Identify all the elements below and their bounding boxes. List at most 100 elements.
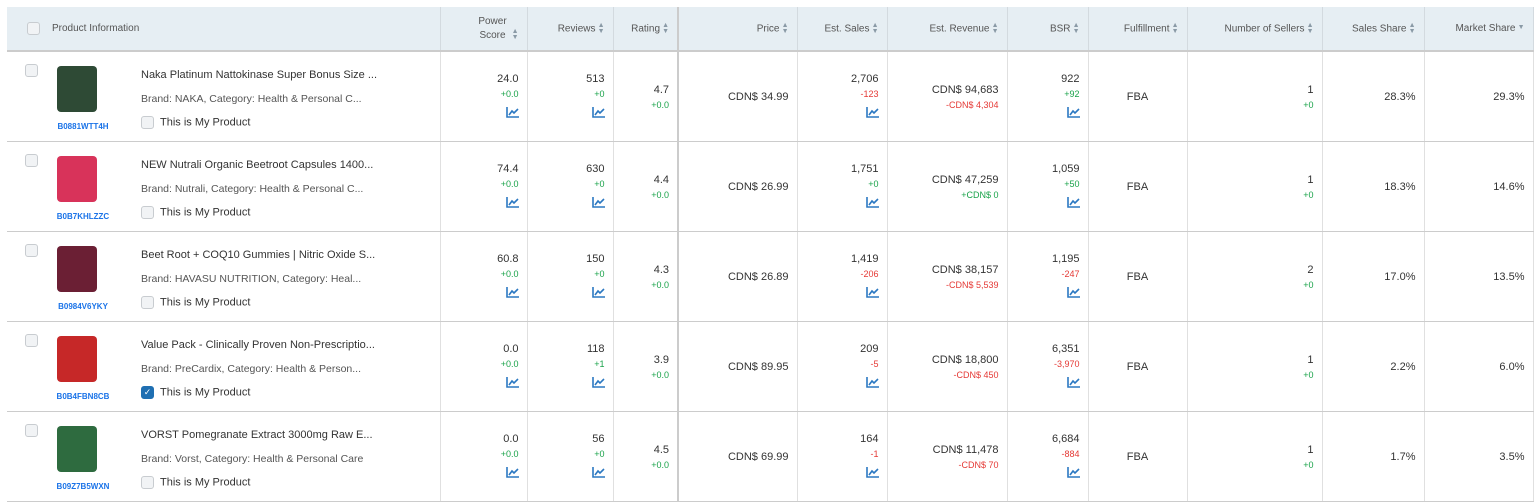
sort-icon[interactable]: ▲ ▼ <box>597 21 605 35</box>
product-title[interactable]: Beet Root + COQ10 Gummies | Nitric Oxide… <box>141 249 376 261</box>
trend-chart-icon[interactable] <box>865 286 879 301</box>
trend-chart-icon[interactable] <box>591 376 605 391</box>
reviews-delta: +1 <box>594 358 605 369</box>
sort-icon[interactable]: ▲ ▼ <box>1072 21 1080 35</box>
product-image[interactable] <box>57 246 97 292</box>
trend-chart-icon[interactable] <box>1066 196 1080 211</box>
header-sales-share[interactable]: Sales Share ▲ ▼ <box>1322 7 1425 52</box>
product-image[interactable] <box>57 156 97 202</box>
my-product-toggle[interactable]: ✓ This is My Product <box>141 386 250 399</box>
sales-value: 1,419 <box>850 252 879 265</box>
my-product-toggle[interactable]: This is My Product <box>141 476 250 489</box>
header-num-sellers[interactable]: Number of Sellers ▲ ▼ <box>1187 7 1323 52</box>
reviews-delta: +0 <box>594 178 605 189</box>
sort-icon[interactable]: ▲ ▼ <box>1306 21 1314 35</box>
trend-chart-icon[interactable] <box>505 286 519 301</box>
trend-chart-icon[interactable] <box>1066 106 1080 121</box>
header-label: Rating <box>631 23 660 35</box>
header-est-revenue[interactable]: Est. Revenue ▲ ▼ <box>887 7 1008 52</box>
trend-chart-icon[interactable] <box>1066 286 1080 301</box>
trend-chart-icon[interactable] <box>1066 376 1080 391</box>
rating-value: 4.7 <box>653 83 669 96</box>
product-image[interactable] <box>57 336 97 382</box>
trend-chart-icon[interactable] <box>591 286 605 301</box>
select-all-checkbox[interactable] <box>27 22 40 35</box>
asin-link[interactable]: B09Z7B5WXN <box>56 482 110 491</box>
asin-link[interactable]: B0B7KHLZZC <box>56 212 110 221</box>
sort-icon[interactable]: ▲ ▼ <box>1408 21 1416 35</box>
header-est-sales[interactable]: Est. Sales ▲ ▼ <box>797 7 888 52</box>
my-product-checkbox[interactable] <box>141 116 154 129</box>
sales-delta: -1 <box>870 448 879 459</box>
header-fulfillment[interactable]: Fulfillment ▲ ▼ <box>1088 7 1188 52</box>
power-value: 24.0 <box>497 72 519 85</box>
rating-value: 4.5 <box>653 443 669 456</box>
product-title[interactable]: NEW Nutrali Organic Beetroot Capsules 14… <box>141 159 374 171</box>
product-image[interactable] <box>57 426 97 472</box>
my-product-toggle[interactable]: This is My Product <box>141 116 250 129</box>
table-row: B0B7KHLZZC NEW Nutrali Organic Beetroot C… <box>7 141 1534 232</box>
trend-chart-icon[interactable] <box>505 196 519 211</box>
row-select-checkbox[interactable] <box>25 154 38 167</box>
header-reviews[interactable]: Reviews ▲ ▼ <box>527 7 614 52</box>
sort-icon[interactable]: ▲ ▼ <box>511 27 519 41</box>
bsr-value: 922 <box>1061 72 1080 85</box>
revenue-delta: -CDN$ 70 <box>958 459 999 470</box>
trend-chart-icon[interactable] <box>591 196 605 211</box>
asin-link[interactable]: B0881WTT4H <box>57 122 109 131</box>
my-product-checkbox[interactable] <box>141 476 154 489</box>
header-bsr[interactable]: BSR ▲ ▼ <box>1007 7 1089 52</box>
price-value: CDN$ 26.99 <box>727 180 789 193</box>
revenue-value: CDN$ 38,157 <box>931 263 999 276</box>
row-select-checkbox[interactable] <box>25 64 38 77</box>
sort-icon[interactable]: ▲ ▼ <box>781 21 789 35</box>
product-info-cell: B0B7KHLZZC NEW Nutrali Organic Beetroot C… <box>7 141 441 232</box>
product-title[interactable]: Naka Platinum Nattokinase Super Bonus Si… <box>141 69 378 81</box>
my-product-checkbox[interactable]: ✓ <box>141 386 154 399</box>
trend-chart-icon[interactable] <box>1066 466 1080 481</box>
my-product-toggle[interactable]: This is My Product <box>141 296 250 309</box>
market-share-value: 13.5% <box>1493 270 1525 283</box>
trend-chart-icon[interactable] <box>505 466 519 481</box>
row-select-checkbox[interactable] <box>25 334 38 347</box>
rating-value: 4.4 <box>653 173 669 186</box>
trend-chart-icon[interactable] <box>865 196 879 211</box>
product-image[interactable] <box>57 66 97 112</box>
trend-chart-icon[interactable] <box>865 466 879 481</box>
product-title[interactable]: VORST Pomegranate Extract 3000mg Raw E..… <box>141 429 373 441</box>
sort-icon[interactable]: ▲ ▼ <box>662 21 669 35</box>
sort-icon[interactable]: ▲ ▼ <box>991 21 999 35</box>
asin-link[interactable]: B0984V6YKY <box>58 302 108 311</box>
row-select-checkbox[interactable] <box>25 424 38 437</box>
bsr-value: 6,351 <box>1051 342 1080 355</box>
sort-icon[interactable]: ▲ ▼ <box>871 21 879 35</box>
sales-share-value: 2.2% <box>1390 360 1416 373</box>
product-title[interactable]: Value Pack - Clinically Proven Non-Presc… <box>141 339 375 351</box>
row-select-checkbox[interactable] <box>25 244 38 257</box>
header-rating[interactable]: Rating ▲ ▼ <box>613 7 679 52</box>
sort-desc-icon[interactable]: ▼ <box>1517 24 1525 32</box>
product-brand-category: Brand: Nutrali, Category: Health & Perso… <box>141 183 364 195</box>
my-product-checkbox[interactable] <box>141 206 154 219</box>
sort-icon[interactable]: ▲ ▼ <box>1171 21 1179 35</box>
trend-chart-icon[interactable] <box>591 106 605 121</box>
header-label: Power Score <box>478 15 507 41</box>
header-price[interactable]: Price ▲ ▼ <box>678 7 798 52</box>
market-share-value: 29.3% <box>1493 90 1525 103</box>
sales-share-cell: 28.3% <box>1322 51 1425 142</box>
asin-link[interactable]: B0B4FBN8CB <box>56 392 110 401</box>
trend-chart-icon[interactable] <box>505 376 519 391</box>
header-market-share[interactable]: Market Share ▼ <box>1424 7 1534 52</box>
trend-chart-icon[interactable] <box>591 466 605 481</box>
trend-chart-icon[interactable] <box>505 106 519 121</box>
sellers-delta: +0 <box>1303 279 1314 290</box>
trend-chart-icon[interactable] <box>865 376 879 391</box>
my-product-label: This is My Product <box>160 386 251 399</box>
my-product-checkbox[interactable] <box>141 296 154 309</box>
rating-value: 4.3 <box>653 263 669 276</box>
trend-chart-icon[interactable] <box>865 106 879 121</box>
sales-share-value: 1.7% <box>1390 450 1416 463</box>
power-cell: 0.0 +0.0 <box>440 411 528 502</box>
header-power-score[interactable]: Power Score ▲ ▼ <box>440 7 528 52</box>
my-product-toggle[interactable]: This is My Product <box>141 206 250 219</box>
